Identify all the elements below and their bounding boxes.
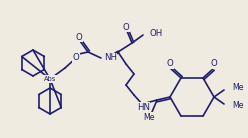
Text: NH: NH	[104, 54, 117, 63]
Text: O: O	[211, 59, 217, 68]
Text: Me: Me	[143, 112, 155, 121]
Text: Abs: Abs	[44, 76, 56, 82]
Text: OH: OH	[149, 29, 162, 38]
Text: Me: Me	[232, 102, 244, 111]
Polygon shape	[109, 52, 118, 59]
Text: O: O	[73, 54, 79, 63]
Text: O: O	[76, 33, 82, 42]
Text: O: O	[123, 22, 129, 31]
Text: Me: Me	[232, 83, 244, 92]
Text: O: O	[167, 59, 173, 68]
Text: HN: HN	[137, 103, 150, 112]
